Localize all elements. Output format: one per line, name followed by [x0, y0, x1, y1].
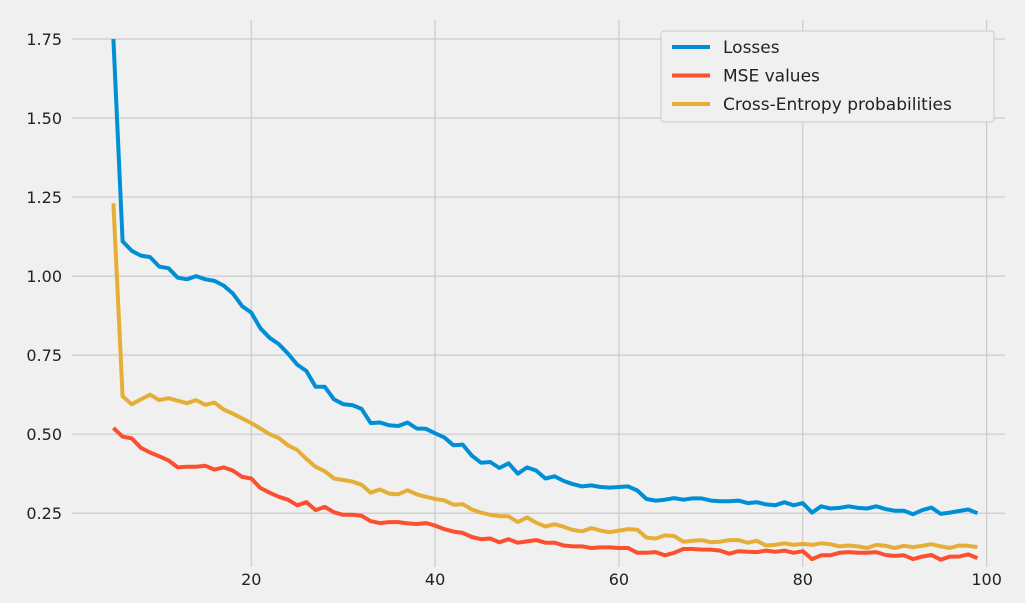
y-tick-label: 1.25	[26, 188, 62, 207]
y-tick-label: 0.50	[26, 425, 62, 444]
y-tick-label: 1.75	[26, 30, 62, 49]
series-lines	[111, 38, 979, 562]
y-tick-label: 1.50	[26, 109, 62, 128]
legend-label-0: Losses	[723, 38, 780, 58]
x-tick-label: 80	[793, 570, 813, 589]
y-tick-label: 0.25	[26, 504, 62, 523]
x-tick-label: 60	[609, 570, 629, 589]
x-tick-label: 40	[425, 570, 445, 589]
y-tick-label: 1.00	[26, 267, 62, 286]
series-line-1	[112, 426, 979, 562]
tick-labels: 0.25 0.50 0.75 1.00 1.25 1.50 1.75 20 40 60 80 100	[26, 30, 1002, 589]
legend-label-1: MSE values	[723, 67, 820, 87]
series-line-2	[111, 203, 978, 550]
grid	[72, 20, 1005, 567]
legend-box	[660, 30, 995, 123]
legend: Losses MSE values Cross-Entropy probabilit…	[660, 30, 995, 123]
x-tick-label: 20	[241, 570, 261, 589]
x-tick-label: 100	[971, 570, 1002, 589]
legend-label-2: Cross-Entropy probabilities	[723, 95, 952, 115]
y-tick-label: 0.75	[26, 346, 62, 365]
series-line-0	[111, 38, 979, 517]
